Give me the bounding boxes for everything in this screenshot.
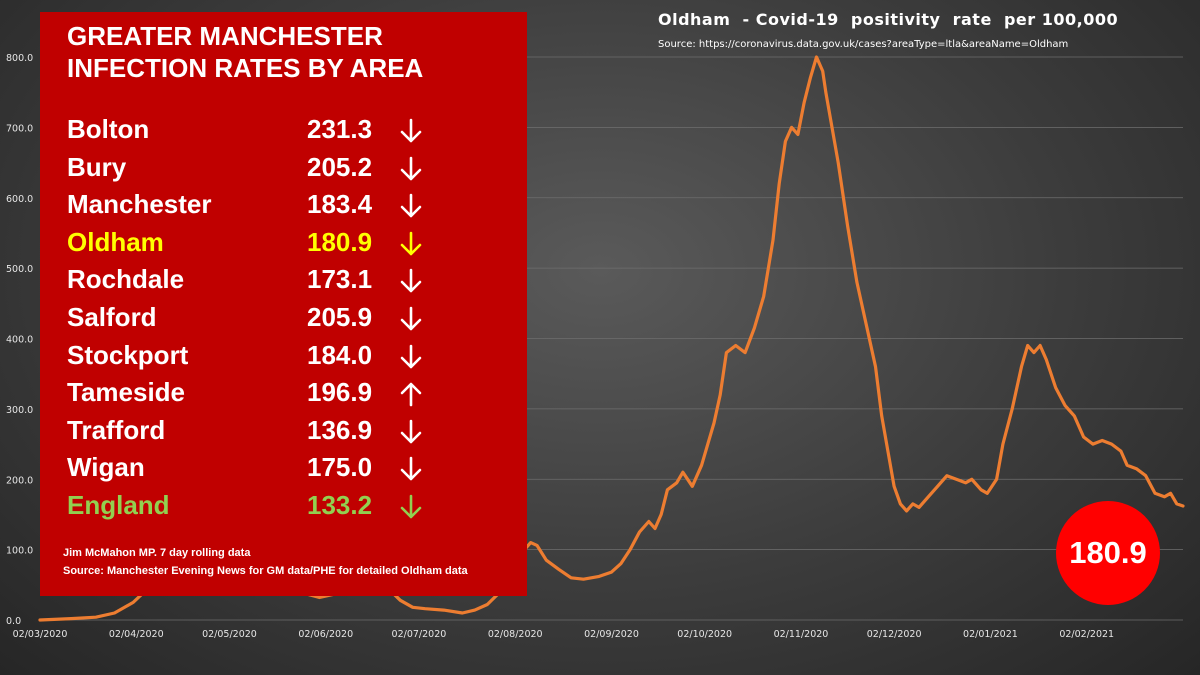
arrow-down-icon [400,344,422,368]
panel-heading-line2: INFECTION RATES BY AREA [67,53,424,83]
area-name: Manchester [67,189,212,220]
x-tick-label: 02/12/2020 [867,629,922,640]
panel-heading: GREATER MANCHESTER INFECTION RATES BY AR… [67,20,423,84]
area-name: Wigan [67,452,145,483]
chart-source: Source: https://coronavirus.data.gov.uk/… [658,39,1069,50]
y-tick-label: 100.0 [6,546,33,557]
area-row-bolton: Bolton 231.3 [67,114,467,152]
area-rate-value: 175.0 [307,452,373,483]
area-name: England [67,489,170,520]
x-axis-ticks: 02/03/2020 02/04/2020 02/05/2020 02/06/2020… [13,629,1114,640]
x-tick-label: 02/05/2020 [202,629,257,640]
x-tick-label: 02/07/2020 [392,629,447,640]
arrow-down-icon [400,156,422,180]
x-tick-label: 02/02/2021 [1059,629,1114,640]
area-rate-value: 196.9 [307,377,373,408]
area-rate-value: 205.9 [307,301,373,332]
area-rate-value: 231.3 [307,114,373,144]
area-rate-value: 133.2 [307,489,373,520]
x-tick-label: 02/10/2020 [677,629,732,640]
arrow-down-icon [400,193,422,218]
area-rate-value: 184.0 [307,339,373,370]
y-tick-label: 500.0 [6,264,33,275]
area-rate-value: 205.2 [307,151,373,182]
area-row-england: England 133.2 [67,490,467,528]
area-name: Rochdale [67,264,185,295]
x-tick-label: 02/11/2020 [774,629,829,640]
area-row-bury: Bury 205.2 [67,152,467,190]
y-tick-label: 800.0 [6,53,33,64]
series-line-oldham [38,55,1185,622]
arrow-down-icon [400,306,422,331]
y-tick-label: 700.0 [6,123,33,134]
x-tick-label: 02/03/2020 [13,629,68,640]
area-row-rochdale: Rochdale 173.1 [67,264,467,302]
area-row-wigan: Wigan 175.0 [67,452,467,490]
arrow-down-icon [400,457,422,481]
area-name: Bolton [67,114,150,144]
area-rate-value: 173.1 [307,264,373,295]
arrow-down-icon [400,269,422,293]
arrow-down-icon [400,231,422,256]
area-name: Oldham [67,226,164,257]
y-axis-ticks: 0.0 100.0 200.0 300.0 400.0 500.0 600.0 700.0 80… [6,53,33,627]
y-tick-label: 0.0 [6,616,21,627]
chart-title: Oldham - Covid-19 positivity rate per 10… [658,10,1119,29]
area-name: Tameside [67,377,186,408]
y-tick-label: 600.0 [6,194,33,205]
x-tick-label: 02/01/2021 [963,629,1018,640]
area-row-stockport: Stockport 184.0 [67,340,467,378]
area-row-manchester: Manchester 183.4 [67,189,467,227]
arrow-down-icon [400,494,422,519]
footnote-author: Jim McMahon MP. 7 day rolling data [63,547,251,559]
area-rate-value: 136.9 [307,414,373,445]
arrow-up-icon [400,382,422,407]
x-tick-label: 02/09/2020 [584,629,639,640]
arrow-down-icon [400,419,422,444]
area-name: Stockport [67,339,189,370]
area-row-salford: Salford 205.9 [67,302,467,340]
area-row-oldham: Oldham 180.9 [67,227,467,265]
current-value-badge: 180.9 [1056,501,1160,605]
area-rates-list: Bolton 231.3 Bury 205.2 Manchester 183.4 Oldha… [67,114,467,528]
area-rate-value: 183.4 [307,189,373,220]
area-name: Bury [67,151,127,182]
area-name: Trafford [67,414,166,445]
area-name: Salford [67,301,157,332]
x-tick-label: 02/06/2020 [298,629,353,640]
panel-heading-line1: GREATER MANCHESTER [67,21,383,51]
area-row-tameside: Tameside 196.9 [67,377,467,415]
area-row-trafford: Trafford 136.9 [67,415,467,453]
y-tick-label: 300.0 [6,405,33,416]
y-tick-label: 400.0 [6,335,33,346]
area-rates-panel [40,12,527,596]
arrow-down-icon [400,118,422,143]
x-tick-label: 02/04/2020 [109,629,164,640]
y-tick-label: 200.0 [6,475,33,486]
x-tick-label: 02/08/2020 [488,629,543,640]
footnote-source: Source: Manchester Evening News for GM d… [63,565,468,577]
area-rate-value: 180.9 [307,226,373,257]
